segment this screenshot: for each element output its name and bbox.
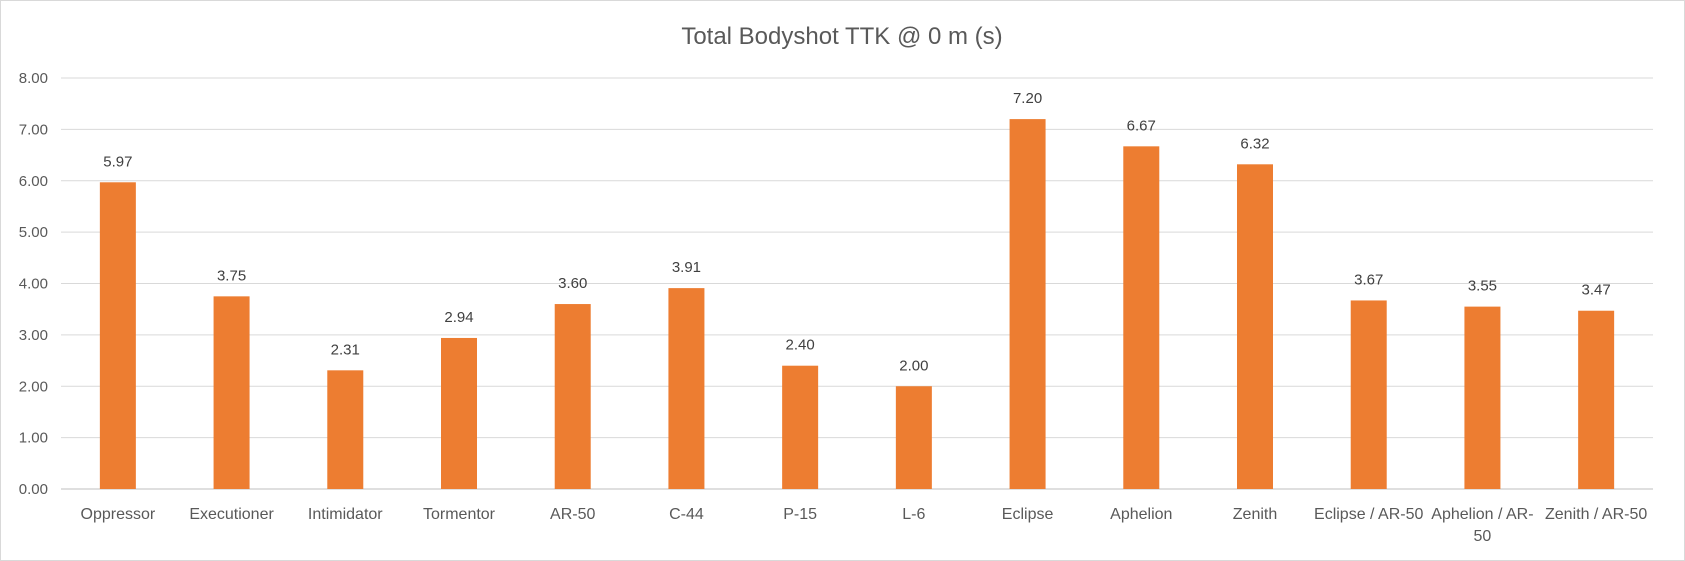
data-label: 6.67 (1127, 117, 1156, 134)
chart-title: Total Bodyshot TTK @ 0 m (s) (681, 23, 1002, 50)
bar (1009, 119, 1046, 489)
x-tick-label: Intimidator (308, 506, 383, 523)
data-labels: 5.97 3.75 2.31 2.94 3.60 3.91 2.40 2.00 7.20 6.67… (103, 90, 1610, 374)
y-tick-label: 3.00 (19, 327, 48, 344)
y-tick-label: 4.00 (19, 276, 48, 293)
x-tick-label: Zenith / AR-50 (1545, 506, 1647, 523)
y-axis-ticks: 0.00 1.00 2.00 3.00 4.00 5.00 6.00 7.00 8.00 (19, 70, 48, 498)
bar (327, 370, 364, 489)
x-tick-label: Eclipse (1002, 506, 1054, 523)
x-tick-label: Tormentor (423, 506, 496, 523)
data-label: 2.00 (899, 357, 928, 374)
x-tick-label: Eclipse / AR-50 (1314, 506, 1423, 523)
bar (668, 288, 705, 489)
y-tick-label: 7.00 (19, 121, 48, 138)
x-tick-label: Oppressor (81, 506, 156, 523)
x-axis-ticks: Oppressor Executioner Intimidator Tormentor… (81, 506, 1648, 545)
x-tick-label: Aphelion / AR-50 (1431, 506, 1533, 545)
x-tick-label: P-15 (783, 506, 817, 523)
y-tick-label: 0.00 (19, 481, 48, 498)
bar (1350, 300, 1387, 489)
data-label: 3.91 (672, 259, 701, 276)
bar (1237, 164, 1273, 489)
x-tick-label: C-44 (669, 506, 704, 523)
y-tick-label: 2.00 (19, 378, 48, 395)
data-label: 2.31 (331, 341, 360, 358)
data-label: 3.47 (1582, 282, 1611, 299)
x-tick-label: Executioner (189, 506, 274, 523)
bar (213, 296, 250, 489)
data-label: 2.40 (786, 337, 815, 354)
y-tick-label: 8.00 (19, 70, 48, 87)
bar (99, 182, 136, 489)
y-tick-label: 1.00 (19, 430, 48, 447)
x-tick-label: L-6 (902, 506, 925, 523)
bar (441, 337, 477, 489)
y-tick-label: 5.00 (19, 224, 48, 241)
bar (1464, 306, 1501, 489)
bars (99, 119, 1615, 490)
data-label: 2.94 (444, 309, 473, 326)
data-label: 6.32 (1240, 135, 1269, 152)
data-label: 3.75 (217, 267, 246, 284)
x-tick-label: Aphelion (1110, 506, 1172, 523)
x-tick-label: Zenith (1233, 506, 1277, 523)
data-label: 3.55 (1468, 278, 1497, 295)
bar (554, 304, 591, 489)
data-label: 5.97 (103, 153, 132, 170)
bar (895, 386, 932, 489)
gridlines (61, 77, 1653, 490)
bar (782, 365, 819, 489)
bar (1578, 310, 1615, 489)
data-label: 3.60 (558, 275, 587, 292)
y-tick-label: 6.00 (19, 173, 48, 190)
data-label: 7.20 (1013, 90, 1042, 107)
x-tick-label: AR-50 (550, 506, 595, 523)
bar (1123, 146, 1160, 490)
data-label: 3.67 (1354, 271, 1383, 288)
